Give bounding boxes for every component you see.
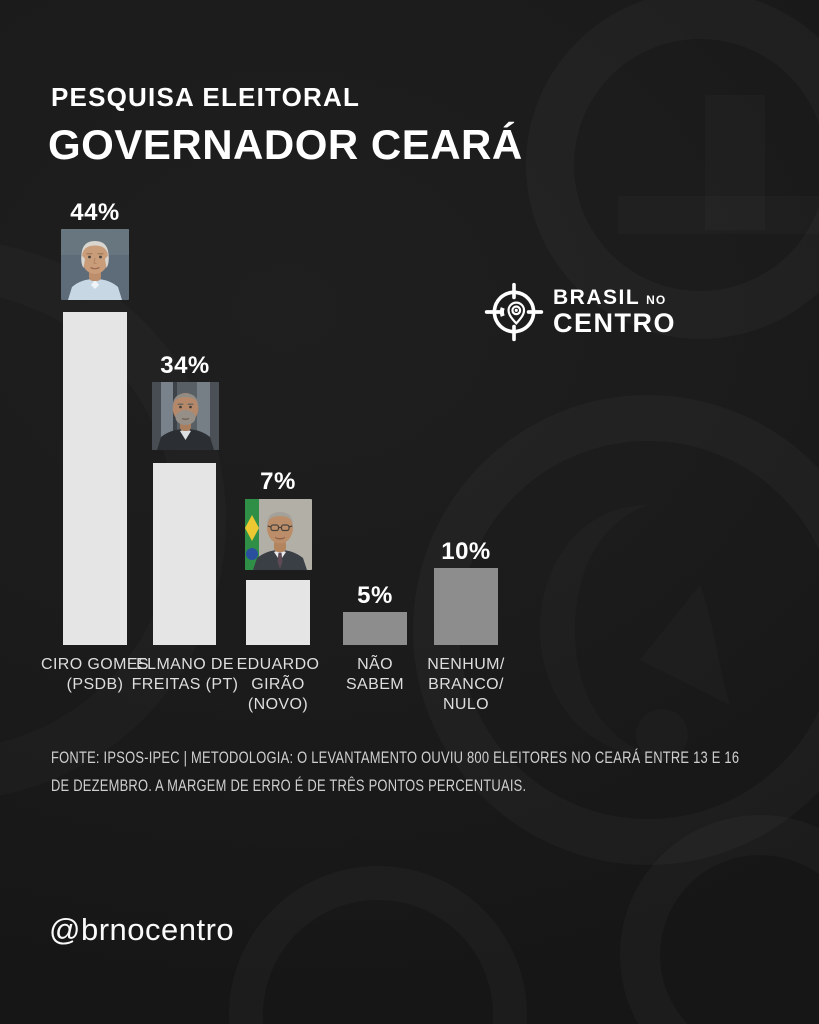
bar-elmano — [153, 463, 216, 645]
candidate-photo-elmano — [152, 382, 219, 450]
label-line: SABEM — [345, 676, 404, 693]
source-methodology-note: FONTE: IPSOS-IPEC | METODOLOGIA: O LEVAN… — [51, 748, 819, 804]
brand-logo-text: BRASIL NO CENTRO — [553, 287, 676, 337]
target-location-pin-icon — [484, 282, 544, 342]
brand-word-brasil: BRASIL — [553, 286, 641, 309]
bar-category-label-elmano: ELMANO DE FREITAS (PT) — [120, 655, 250, 695]
bar-value-label-girao: 7% — [260, 468, 296, 495]
bar-value-label-ciro-gomes: 44% — [70, 199, 120, 226]
label-line: GIRÃO — [251, 676, 305, 693]
source-line-1: FONTE: IPSOS-IPEC | METODOLOGIA: O LEVAN… — [51, 748, 740, 767]
label-line: NULO — [442, 696, 490, 713]
page-title: GOVERNADOR CEARÁ — [48, 121, 523, 168]
brand-word-centro: CENTRO — [553, 308, 676, 338]
bar-value-label-nao-sabem: 5% — [357, 582, 393, 609]
label-line: CIRO GOMES — [40, 656, 149, 673]
label-line: (NOVO) — [247, 696, 309, 713]
label-line: NENHUM/ — [427, 656, 505, 673]
label-line: FREITAS (PT) — [131, 676, 239, 693]
bar-category-label-ciro-gomes: CIRO GOMES (PSDB) — [30, 655, 160, 695]
bar-girao — [246, 580, 310, 645]
bar-value-label-elmano: 34% — [160, 352, 210, 379]
candidate-photo-girao — [245, 499, 312, 570]
label-line: (PSDB) — [66, 676, 124, 693]
subtitle-kicker: PESQUISA ELEITORAL — [51, 82, 361, 112]
social-handle: @brnocentro — [49, 912, 235, 947]
bar-category-label-nenhum: NENHUM/ BRANCO/ NULO — [401, 655, 531, 715]
brand-word-no: NO — [646, 293, 667, 307]
bar-nenhum — [434, 568, 498, 645]
bar-nao-sabem — [343, 612, 407, 645]
label-line: ELMANO DE — [136, 656, 234, 673]
label-line: BRANCO/ — [428, 676, 504, 693]
label-line: EDUARDO — [236, 656, 320, 673]
bar-ciro-gomes — [63, 312, 127, 645]
source-line-2: DE DEZEMBRO. A MARGEM DE ERRO É DE TRÊS … — [51, 776, 527, 795]
bar-category-label-nao-sabem: NÃO SABEM — [310, 655, 440, 695]
brand-logo: BRASIL NO CENTRO — [483, 281, 676, 343]
label-line: NÃO — [357, 656, 393, 673]
bar-value-label-nenhum: 10% — [441, 538, 491, 565]
bar-category-label-girao: EDUARDO GIRÃO (NOVO) — [213, 655, 343, 715]
candidate-photo-ciro-gomes — [61, 229, 129, 300]
